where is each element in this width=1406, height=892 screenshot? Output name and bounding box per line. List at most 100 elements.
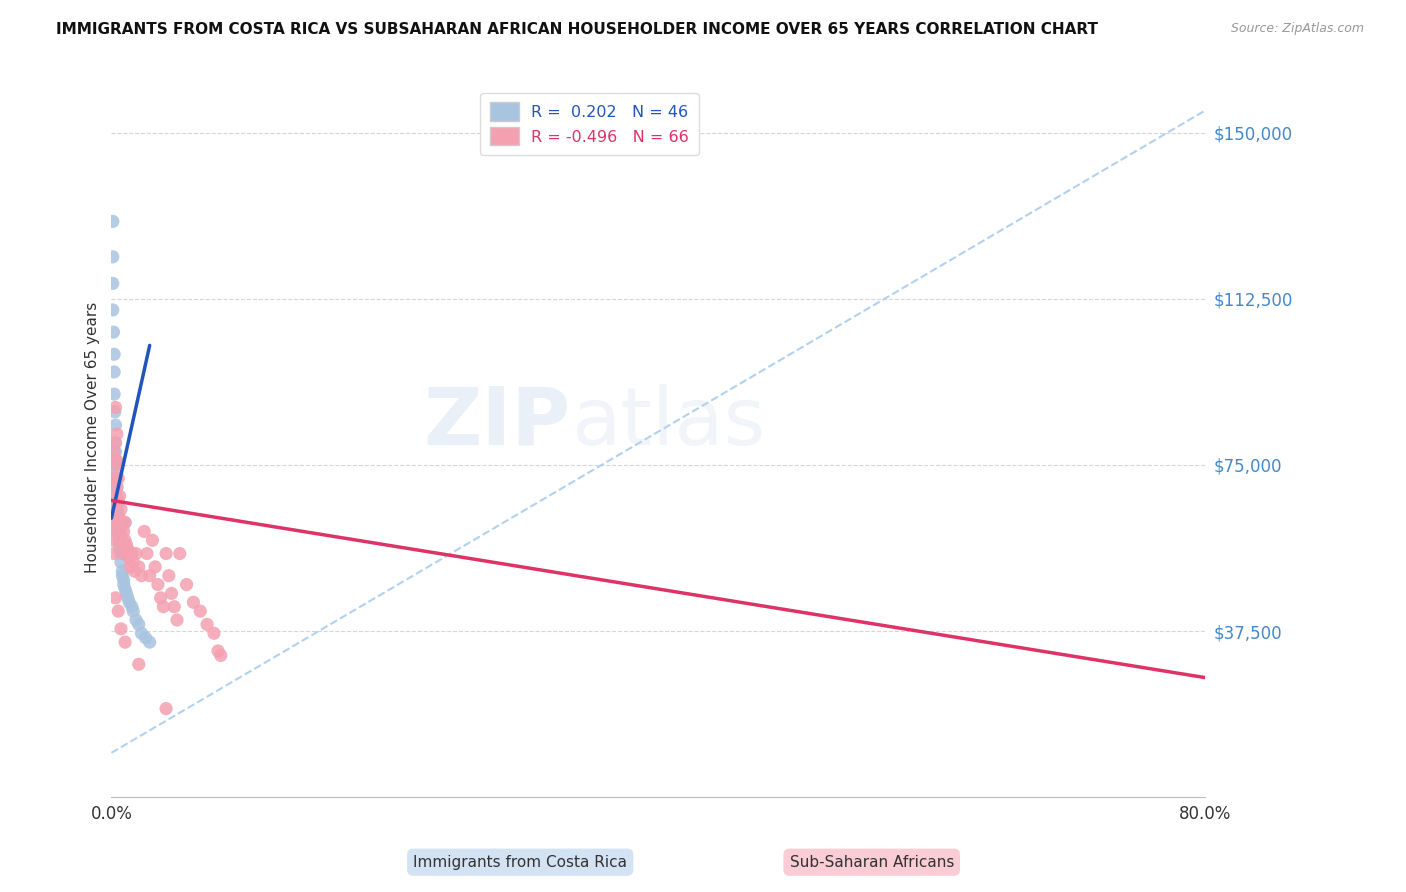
Point [160, 586, 183, 600]
Point [107, 524, 129, 539]
Point [103, 444, 125, 458]
Point [118, 551, 141, 566]
Point [103, 365, 125, 379]
Point [209, 648, 232, 663]
Point [122, 604, 145, 618]
Point [104, 458, 127, 472]
Point [110, 529, 132, 543]
Point [195, 617, 218, 632]
Point [110, 524, 132, 539]
Point [105, 453, 128, 467]
Point [103, 547, 125, 561]
Point [207, 644, 229, 658]
Point [155, 547, 177, 561]
Point [101, 502, 124, 516]
Point [125, 613, 148, 627]
Point [103, 458, 125, 472]
Point [111, 564, 134, 578]
Point [135, 631, 157, 645]
Point [104, 489, 127, 503]
Point [107, 604, 129, 618]
Point [107, 516, 129, 530]
Point [131, 626, 153, 640]
Point [101, 302, 124, 317]
Point [107, 493, 129, 508]
Point [103, 502, 125, 516]
Point [143, 559, 166, 574]
Point [110, 622, 132, 636]
Point [108, 533, 131, 548]
Point [108, 533, 131, 548]
Point [105, 498, 128, 512]
Point [105, 489, 128, 503]
Point [104, 435, 127, 450]
Point [124, 564, 146, 578]
Point [107, 502, 129, 516]
Point [183, 595, 205, 609]
Point [101, 533, 124, 548]
Text: Sub-Saharan Africans: Sub-Saharan Africans [790, 855, 953, 870]
Point [108, 538, 131, 552]
Point [122, 556, 145, 570]
Point [108, 511, 131, 525]
Point [128, 617, 150, 632]
Point [104, 444, 127, 458]
Point [166, 613, 188, 627]
Point [169, 547, 191, 561]
Point [104, 435, 127, 450]
Legend: R =  0.202   N = 46, R = -0.496   N = 66: R = 0.202 N = 46, R = -0.496 N = 66 [481, 93, 699, 155]
Point [105, 427, 128, 442]
Point [114, 516, 136, 530]
Point [110, 502, 132, 516]
Point [104, 591, 127, 605]
Point [111, 538, 134, 552]
Point [149, 591, 172, 605]
Point [114, 635, 136, 649]
Point [134, 524, 156, 539]
Point [120, 559, 142, 574]
Point [105, 471, 128, 485]
Point [202, 626, 225, 640]
Point [103, 325, 125, 339]
Point [101, 250, 124, 264]
Point [110, 556, 132, 570]
Point [141, 533, 163, 548]
Point [117, 591, 139, 605]
Point [101, 516, 124, 530]
Point [111, 516, 134, 530]
Point [104, 405, 127, 419]
Point [138, 635, 160, 649]
Point [188, 604, 211, 618]
Point [105, 480, 128, 494]
Point [103, 387, 125, 401]
Point [114, 516, 136, 530]
Point [108, 542, 131, 557]
Text: atlas: atlas [571, 384, 765, 462]
Point [103, 471, 125, 485]
Point [105, 480, 128, 494]
Text: IMMIGRANTS FROM COSTA RICA VS SUBSAHARAN AFRICAN HOUSEHOLDER INCOME OVER 65 YEAR: IMMIGRANTS FROM COSTA RICA VS SUBSAHARAN… [56, 22, 1098, 37]
Point [110, 547, 132, 561]
Point [121, 547, 143, 561]
Point [105, 471, 128, 485]
Point [111, 568, 134, 582]
Point [117, 542, 139, 557]
Point [107, 516, 129, 530]
Point [125, 547, 148, 561]
Point [138, 568, 160, 582]
Point [114, 582, 136, 596]
Point [128, 657, 150, 672]
Point [152, 599, 174, 614]
Text: Source: ZipAtlas.com: Source: ZipAtlas.com [1230, 22, 1364, 36]
Point [115, 586, 138, 600]
Point [131, 568, 153, 582]
Y-axis label: Householder Income Over 65 years: Householder Income Over 65 years [86, 301, 100, 573]
Point [136, 547, 159, 561]
Point [104, 418, 127, 433]
Point [107, 507, 129, 521]
Point [104, 453, 127, 467]
Point [101, 214, 124, 228]
Point [163, 599, 186, 614]
Point [146, 577, 169, 591]
Point [104, 401, 127, 415]
